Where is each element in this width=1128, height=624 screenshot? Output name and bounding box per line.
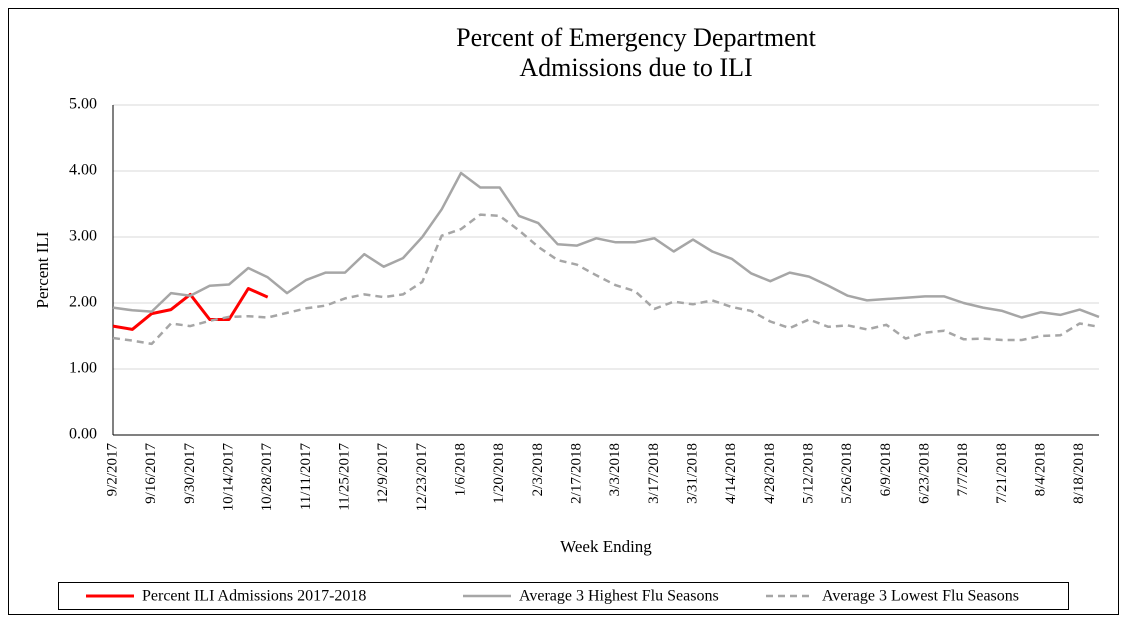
x-tick-label: 3/31/2018 [684, 443, 700, 504]
series-line [112, 213, 1100, 346]
x-tick-label: 1/6/2018 [452, 443, 468, 496]
x-tick-label: 5/26/2018 [839, 443, 855, 504]
legend-label: Average 3 Lowest Flu Seasons [822, 588, 1019, 605]
x-tick-label: 11/25/2017 [336, 443, 352, 511]
x-tick-label: 4/14/2018 [723, 443, 739, 504]
y-tick-label: 3.00 [69, 228, 97, 245]
chart-title: Percent of Emergency Department [456, 23, 817, 52]
legend-box [58, 582, 1069, 610]
x-tick-label: 6/23/2018 [916, 443, 932, 504]
x-tick-label: 10/14/2017 [220, 443, 236, 512]
x-tick-label: 8/4/2018 [1032, 443, 1048, 496]
x-tick-label: 2/3/2018 [530, 443, 546, 496]
x-axis-label: Week Ending [560, 537, 652, 556]
x-tick-label: 7/21/2018 [994, 443, 1010, 504]
x-tick-label: 6/9/2018 [878, 443, 894, 496]
y-tick-label: 4.00 [69, 162, 97, 179]
chart-title: Admissions due to ILI [519, 53, 752, 82]
y-tick-label: 0.00 [69, 426, 97, 443]
x-tick-label: 2/17/2018 [568, 443, 584, 504]
series-line [112, 171, 1100, 319]
x-tick-label: 9/16/2017 [143, 443, 159, 504]
y-tick-label: 1.00 [69, 360, 97, 377]
x-tick-label: 3/3/2018 [607, 443, 623, 496]
legend-label: Average 3 Highest Flu Seasons [519, 588, 719, 605]
x-tick-label: 9/30/2017 [182, 443, 198, 504]
x-tick-label: 7/7/2018 [955, 443, 971, 496]
y-tick-label: 5.00 [69, 96, 97, 113]
x-tick-label: 4/28/2018 [762, 443, 778, 504]
x-tick-label: 12/9/2017 [375, 443, 391, 504]
x-tick-label: 10/28/2017 [259, 443, 275, 512]
x-tick-label: 1/20/2018 [491, 443, 507, 504]
x-tick-label: 12/23/2017 [414, 443, 430, 512]
x-tick-label: 3/17/2018 [646, 443, 662, 504]
legend-label: Percent ILI Admissions 2017-2018 [142, 588, 366, 605]
chart-border [8, 8, 1119, 615]
y-axis-label: Percent ILI [33, 231, 52, 308]
y-tick-label: 2.00 [69, 294, 97, 311]
x-tick-label: 8/18/2018 [1071, 443, 1087, 504]
x-tick-label: 9/2/2017 [104, 443, 120, 497]
x-tick-label: 11/11/2017 [298, 443, 314, 511]
x-tick-label: 5/12/2018 [800, 443, 816, 504]
